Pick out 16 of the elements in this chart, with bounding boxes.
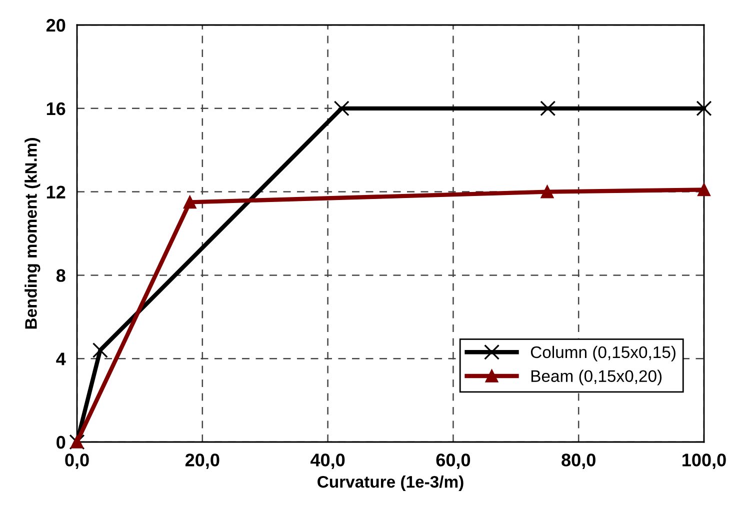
x-axis-title: Curvature (1e-3/m)	[318, 476, 464, 492]
x-tick-label: 0,0	[65, 454, 89, 469]
y-tick-label: 0	[56, 436, 66, 449]
x-tick-label: 80,0	[562, 454, 596, 469]
y-tick-label: 4	[56, 352, 66, 366]
x-tick-label: 100,0	[682, 454, 726, 469]
y-tick-label: 20	[46, 18, 66, 32]
legend-label: Column (0,15x0,15)	[530, 346, 676, 362]
y-tick-label: 8	[56, 269, 66, 282]
y-axis-title: Bending moment (kN.m)	[24, 138, 40, 329]
x-tick-label: 40,0	[310, 454, 345, 469]
legend-label: Beam (0,15x0,20)	[531, 370, 662, 386]
x-tick-label: 60,0	[436, 454, 470, 469]
y-tick-label: 16	[46, 102, 66, 116]
y-tick-label: 12	[46, 186, 66, 198]
x-tick-label: 20,0	[185, 454, 220, 469]
